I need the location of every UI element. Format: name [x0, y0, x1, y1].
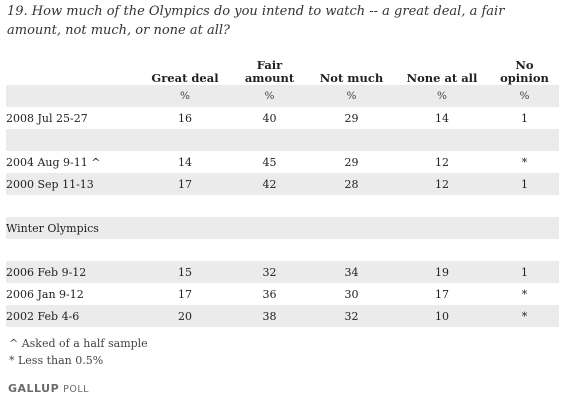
cell-value: 28: [309, 173, 394, 195]
gallup-poll-logo: GALLUP POLL: [8, 382, 89, 395]
footnotes: ^ Asked of a half sample * Less than 0.5…: [9, 335, 148, 369]
cell-value: 32: [309, 305, 394, 327]
table-row: 2008 Jul 25-27 16 40 29 14 1: [6, 107, 559, 129]
cell-value: 17: [178, 287, 192, 301]
header-blank: [6, 59, 140, 85]
table-row: 2006 Feb 9-12 15 32 34 19 1: [6, 261, 559, 283]
row-label: 2006 Feb 9-12: [6, 261, 140, 283]
row-label: 2000 Sep 11-13: [6, 173, 140, 195]
unit-cell: %: [394, 85, 490, 107]
unit-cell: %: [309, 85, 394, 107]
cell-value: 40: [262, 111, 277, 125]
cell-value: 12: [394, 173, 490, 195]
cell-value: 45: [262, 155, 277, 169]
cell-value: 1: [490, 173, 559, 195]
cell-value: *: [521, 287, 528, 301]
section-row: Winter Olympics: [6, 217, 559, 239]
table-row: 2006 Jan 9-12 17 36 30 17 *: [6, 283, 559, 305]
spacer-row: [6, 129, 559, 151]
logo-gallup: GALLUP: [8, 382, 60, 395]
table-row: 2004 Aug 9-11 ^ 14 45 29 12 *: [6, 151, 559, 173]
cell-value: 10: [394, 305, 490, 327]
unit-cell: %: [230, 85, 309, 107]
cell-value: *: [521, 155, 528, 169]
cell-value: 36: [262, 287, 277, 301]
table-row: 2002 Feb 4-6 20 38 32 10 *: [6, 305, 559, 327]
cell-value: 29: [344, 111, 359, 125]
header-fair-amount: Fair amount: [244, 58, 295, 85]
cell-value: 1: [490, 261, 559, 283]
row-label: 2002 Feb 4-6: [6, 305, 140, 327]
spacer-row: [6, 239, 559, 261]
units-row: % % % % %: [6, 85, 559, 107]
cell-value: 17: [435, 287, 449, 301]
cell-value: 34: [309, 261, 394, 283]
cell-value: 16: [178, 111, 192, 125]
row-label: 2004 Aug 9-11 ^: [6, 155, 101, 169]
header-none-at-all: None at all: [406, 71, 478, 85]
cell-value: 42: [230, 173, 309, 195]
cell-value: 14: [178, 155, 192, 169]
question-text: 19. How much of the Olympics do you inte…: [7, 4, 505, 38]
header-great-deal: Great deal: [151, 71, 219, 85]
cell-value: 17: [140, 173, 230, 195]
cell-value: 30: [344, 287, 359, 301]
cell-value: 15: [140, 261, 230, 283]
footnote-less-than: * Less than 0.5%: [9, 354, 104, 367]
cell-value: 38: [230, 305, 309, 327]
header-no-opinion: No opinion: [500, 58, 549, 85]
unit-cell: %: [140, 85, 230, 107]
footnote-half-sample: ^ Asked of a half sample: [9, 337, 148, 350]
section-label: Winter Olympics: [6, 217, 559, 239]
cell-value: 12: [435, 155, 449, 169]
cell-value: 29: [344, 155, 359, 169]
cell-value: 19: [394, 261, 490, 283]
cell-value: 1: [521, 111, 528, 125]
table-row: 2000 Sep 11-13 17 42 28 12 1: [6, 173, 559, 195]
spacer-row: [6, 195, 559, 217]
row-label: 2006 Jan 9-12: [6, 287, 84, 301]
cell-value: 32: [230, 261, 309, 283]
logo-poll: POLL: [63, 384, 89, 395]
cell-value: 20: [140, 305, 230, 327]
cell-value: *: [490, 305, 559, 327]
results-table: Great deal Fair amount Not much None at a…: [6, 59, 559, 327]
unit-cell: %: [490, 85, 559, 107]
row-label: 2008 Jul 25-27: [6, 111, 88, 125]
cell-value: 14: [435, 111, 449, 125]
table-header-row: Great deal Fair amount Not much None at a…: [6, 59, 559, 85]
header-not-much: Not much: [319, 71, 384, 85]
